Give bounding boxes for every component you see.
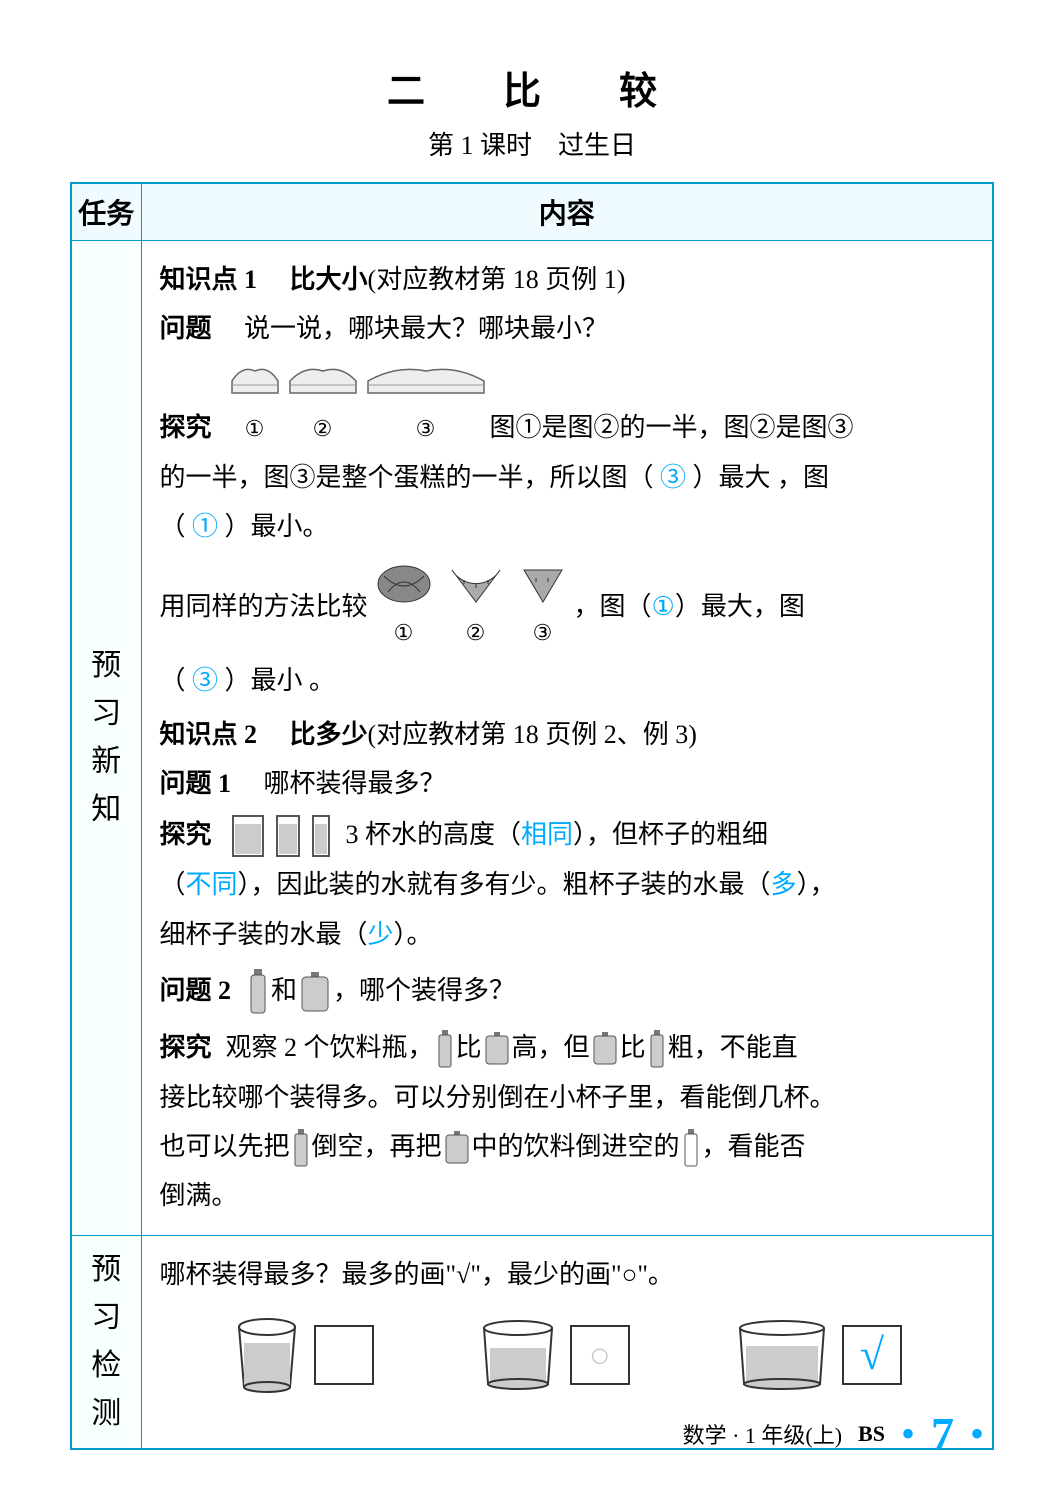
test-item-3: √ bbox=[734, 1318, 902, 1392]
header-content: 内容 bbox=[141, 183, 993, 241]
kp2-label: 知识点 2 bbox=[160, 720, 258, 749]
answer-more: 多 bbox=[771, 870, 797, 899]
kp2-q1-text: 哪杯装得最多？ bbox=[264, 769, 446, 798]
page-title: 二 比 较 bbox=[70, 60, 994, 115]
kp2-exp-label: 探究 bbox=[160, 810, 212, 859]
text: 和 bbox=[271, 966, 297, 1015]
wide-bottle-icon bbox=[592, 1023, 618, 1072]
text: 中的饮料倒进空的 bbox=[472, 1122, 680, 1171]
page-number: 7 bbox=[931, 1407, 954, 1460]
answer-box-2[interactable]: ○ bbox=[570, 1325, 630, 1385]
text: 粗，不能直 bbox=[668, 1023, 798, 1072]
text: 倒满。 bbox=[160, 1171, 975, 1220]
kp1-exp-mid: 图①是图②的一半，图②是图③ bbox=[490, 403, 854, 452]
text: 比 bbox=[456, 1023, 482, 1072]
cup-wide-icon bbox=[229, 808, 267, 860]
tall-bottle-icon bbox=[436, 1023, 454, 1072]
text: 观察 2 个饮料瓶， bbox=[226, 1023, 434, 1072]
answer-same: 相同 bbox=[521, 810, 573, 859]
cake-2-icon: ② bbox=[288, 354, 358, 453]
kp2-q2-label: 问题 2 bbox=[160, 966, 232, 1015]
kp2-ref: (对应教材第 18 页例 2、例 3) bbox=[368, 720, 697, 749]
tall-bottle-icon bbox=[682, 1122, 700, 1171]
text: 的一半，图③是整个蛋糕的一半，所以图（ bbox=[160, 463, 654, 492]
text: ）最大，图 bbox=[675, 582, 805, 631]
kp1-exp-label: 探究 bbox=[160, 403, 212, 452]
wide-bottle-icon bbox=[299, 966, 331, 1016]
text: ，图（ bbox=[574, 582, 652, 631]
cup-mid-icon bbox=[273, 808, 303, 860]
answer-1: ① bbox=[192, 512, 218, 541]
answer-m1: ① bbox=[652, 582, 675, 631]
kp1-title: 比大小 bbox=[290, 265, 368, 294]
page-subtitle: 第 1 课时 过生日 bbox=[70, 125, 994, 162]
answer-3: ③ bbox=[660, 463, 686, 492]
text: ，看能否 bbox=[702, 1122, 806, 1171]
kp2-title: 比多少 bbox=[290, 720, 368, 749]
section-test-label: 预习检测 bbox=[71, 1235, 141, 1449]
cake-3-icon: ③ bbox=[366, 354, 486, 453]
glass-icon bbox=[232, 1315, 302, 1395]
test-item-2: ○ bbox=[478, 1318, 630, 1392]
cup-thin-icon bbox=[309, 808, 333, 860]
test-item-1 bbox=[232, 1315, 374, 1395]
answer-m3: ③ bbox=[192, 666, 218, 695]
text: （ bbox=[160, 512, 186, 541]
glass-icon bbox=[734, 1318, 830, 1392]
text: （ bbox=[160, 870, 186, 899]
text: 细杯子装的水最（ bbox=[160, 920, 368, 949]
kp1-label: 知识点 1 bbox=[160, 265, 258, 294]
answer-box-1[interactable] bbox=[314, 1325, 374, 1385]
kp1-q-text: 说一说，哪块最大？哪块最小？ bbox=[244, 314, 608, 343]
text: 比 bbox=[620, 1023, 646, 1072]
melon-1-icon: ① bbox=[374, 557, 434, 656]
exp-label: 探究 bbox=[160, 1023, 212, 1072]
text: 用同样的方法比较 bbox=[160, 582, 368, 631]
text: ，哪个装得多？ bbox=[333, 966, 515, 1015]
wide-bottle-icon bbox=[484, 1023, 510, 1072]
footer-edition: BS bbox=[858, 1421, 885, 1447]
content-table: 任务 内容 预习新知 知识点 1 比大小(对应教材第 18 页例 1) 问题 说… bbox=[70, 182, 994, 1450]
answer-less: 少 bbox=[368, 920, 394, 949]
wide-bottle-icon bbox=[444, 1122, 470, 1171]
dot-icon: • bbox=[970, 1410, 984, 1457]
text: 倒空，再把 bbox=[312, 1122, 442, 1171]
text: （ bbox=[160, 666, 186, 695]
glass-icon bbox=[478, 1318, 558, 1392]
dot-icon: • bbox=[901, 1410, 915, 1457]
answer-box-3[interactable]: √ bbox=[842, 1325, 902, 1385]
header-task: 任务 bbox=[71, 183, 141, 241]
text: ），但杯子的粗细 bbox=[573, 810, 768, 859]
kp1-q-label: 问题 bbox=[160, 314, 212, 343]
text: ）最小。 bbox=[225, 512, 329, 541]
section-preview-content: 知识点 1 比大小(对应教材第 18 页例 1) 问题 说一说，哪块最大？哪块最… bbox=[141, 241, 993, 1236]
tall-bottle-icon bbox=[247, 965, 269, 1017]
kp1-ref: (对应教材第 18 页例 1) bbox=[368, 265, 626, 294]
melon-3-icon: ③ bbox=[518, 557, 568, 656]
text: ）。 bbox=[394, 920, 433, 949]
text: ），因此装的水就有多有少。粗杯子装的水最（ bbox=[238, 870, 771, 899]
cake-1-icon: ① bbox=[230, 354, 280, 453]
text: ）最小 。 bbox=[225, 666, 336, 695]
page-footer: 数学 · 1 年级(上) BS • 7 • bbox=[683, 1407, 984, 1460]
melon-2-icon: ② bbox=[446, 557, 506, 656]
test-question: 哪杯装得最多？最多的画"√"，最少的画"○"。 bbox=[160, 1250, 975, 1299]
footer-subject: 数学 · 1 年级(上) bbox=[683, 1418, 842, 1450]
text: 接比较哪个装得多。可以分别倒在小杯子里，看能倒几杯。 bbox=[160, 1073, 975, 1122]
text: 3 杯水的高度（ bbox=[346, 810, 522, 859]
answer-diff: 不同 bbox=[186, 870, 238, 899]
tall-bottle-icon bbox=[648, 1023, 666, 1072]
section-preview-label: 预习新知 bbox=[71, 241, 141, 1236]
kp2-q1-label: 问题 1 bbox=[160, 769, 232, 798]
text: ）， bbox=[797, 870, 836, 899]
text: 高，但 bbox=[512, 1023, 590, 1072]
text: 也可以先把 bbox=[160, 1122, 290, 1171]
text: ）最大 ，图 bbox=[693, 463, 830, 492]
tall-bottle-icon bbox=[292, 1122, 310, 1171]
